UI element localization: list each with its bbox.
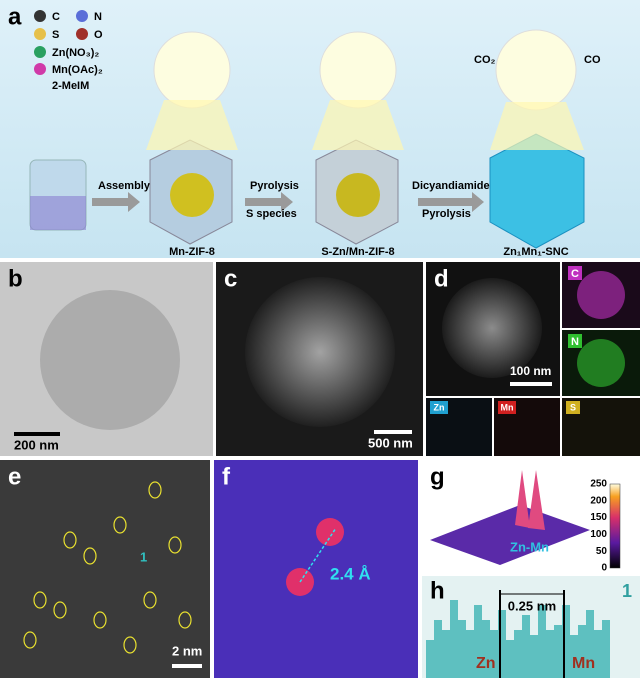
- panel-label: f: [222, 463, 231, 490]
- legend-item: O: [94, 29, 103, 41]
- particles: [245, 277, 395, 427]
- zoom-bubble: [319, 31, 397, 109]
- element: N: [571, 336, 579, 348]
- atom-mn: [34, 63, 46, 75]
- panel-label: g: [430, 463, 445, 490]
- product: Mn-ZIF-8: [169, 246, 215, 258]
- map-tag: [430, 401, 448, 414]
- scale-bar: [374, 430, 412, 434]
- distance: 2.4 Å: [330, 564, 371, 583]
- panel-label: b: [8, 265, 23, 292]
- step: S species: [246, 208, 297, 220]
- atom-n: [76, 10, 88, 22]
- element: C: [571, 268, 579, 280]
- scale-text: 2 nm: [172, 643, 202, 658]
- element: Mn: [572, 655, 595, 672]
- arrow: [92, 192, 140, 212]
- annotation: Zn-Mn: [510, 539, 549, 554]
- step: Pyrolysis: [422, 208, 471, 220]
- legend-item: C: [52, 11, 60, 23]
- scale-bar: [510, 382, 552, 386]
- marker: 1: [140, 549, 147, 564]
- scale-text: 500 nm: [368, 435, 413, 450]
- panel-label: e: [8, 463, 21, 490]
- element: Zn: [434, 402, 445, 412]
- legend-item: S: [52, 29, 59, 41]
- scale-bar: [14, 432, 60, 436]
- colorbar: [609, 483, 621, 569]
- product: S-Zn/Mn-ZIF-8: [321, 246, 394, 258]
- distance: 0.25 nm: [508, 598, 556, 613]
- gas-label: CO: [584, 54, 601, 66]
- haadf-image: [0, 460, 210, 678]
- colorbar-tick: 50: [596, 546, 608, 557]
- legend-item: N: [94, 11, 102, 23]
- peak: [515, 470, 530, 528]
- colorbar-tick: 150: [590, 512, 607, 523]
- liquid: [30, 196, 86, 230]
- panel-label: a: [8, 3, 22, 30]
- arrow: [245, 192, 293, 212]
- marker: 1: [622, 581, 632, 601]
- core: [170, 173, 214, 217]
- colorbar-tick: 250: [590, 479, 607, 490]
- zoom-bubble: [495, 29, 577, 111]
- step: Pyrolysis: [250, 180, 299, 192]
- surface: [430, 505, 590, 565]
- atom-c: [34, 10, 46, 22]
- colorbar-tick: 100: [590, 529, 607, 540]
- scale-bar: [172, 664, 202, 668]
- panel-label: h: [430, 577, 445, 604]
- map-signal: [577, 339, 625, 387]
- atom-zn: [34, 46, 46, 58]
- map-tag: [568, 266, 582, 280]
- atom-s: [34, 28, 46, 40]
- map-tag: [568, 334, 582, 348]
- step: Assembly: [98, 180, 151, 192]
- scale-text: 100 nm: [510, 364, 551, 378]
- map-tag: [498, 401, 516, 414]
- zoom-beam: [490, 102, 584, 150]
- element: Zn: [476, 655, 496, 672]
- panel-label: c: [224, 265, 237, 292]
- atom-circles: [23, 481, 192, 654]
- map-signal: [577, 271, 625, 319]
- core: [336, 173, 380, 217]
- zoom-beam: [312, 100, 404, 150]
- scale-text: 200 nm: [14, 437, 59, 452]
- zoom-beam: [146, 100, 238, 150]
- legend-item: Mn(OAc)₂: [52, 64, 103, 76]
- panel-label: d: [434, 265, 449, 292]
- element: Mn: [501, 402, 514, 412]
- distance-line: [299, 527, 337, 583]
- atom-o: [76, 28, 88, 40]
- particles: [40, 290, 180, 430]
- map-tag: [566, 401, 580, 414]
- legend-item: Zn(NO₃)₂: [52, 47, 99, 59]
- arrow: [418, 192, 484, 212]
- element: S: [570, 402, 576, 412]
- hotspot: [316, 518, 344, 546]
- gas-label: CO₂: [474, 54, 496, 66]
- colorbar-tick: 200: [590, 495, 607, 506]
- product: Zn₁Mn₁-SNC: [503, 246, 568, 258]
- peak: [528, 470, 545, 530]
- zoom-bubble: [153, 31, 231, 109]
- step: Dicyandiamide: [412, 180, 490, 192]
- intensity-map: [214, 460, 418, 678]
- particle: [442, 278, 542, 378]
- legend-item: 2-MeIM: [52, 80, 89, 92]
- colorbar-tick: 0: [601, 563, 607, 574]
